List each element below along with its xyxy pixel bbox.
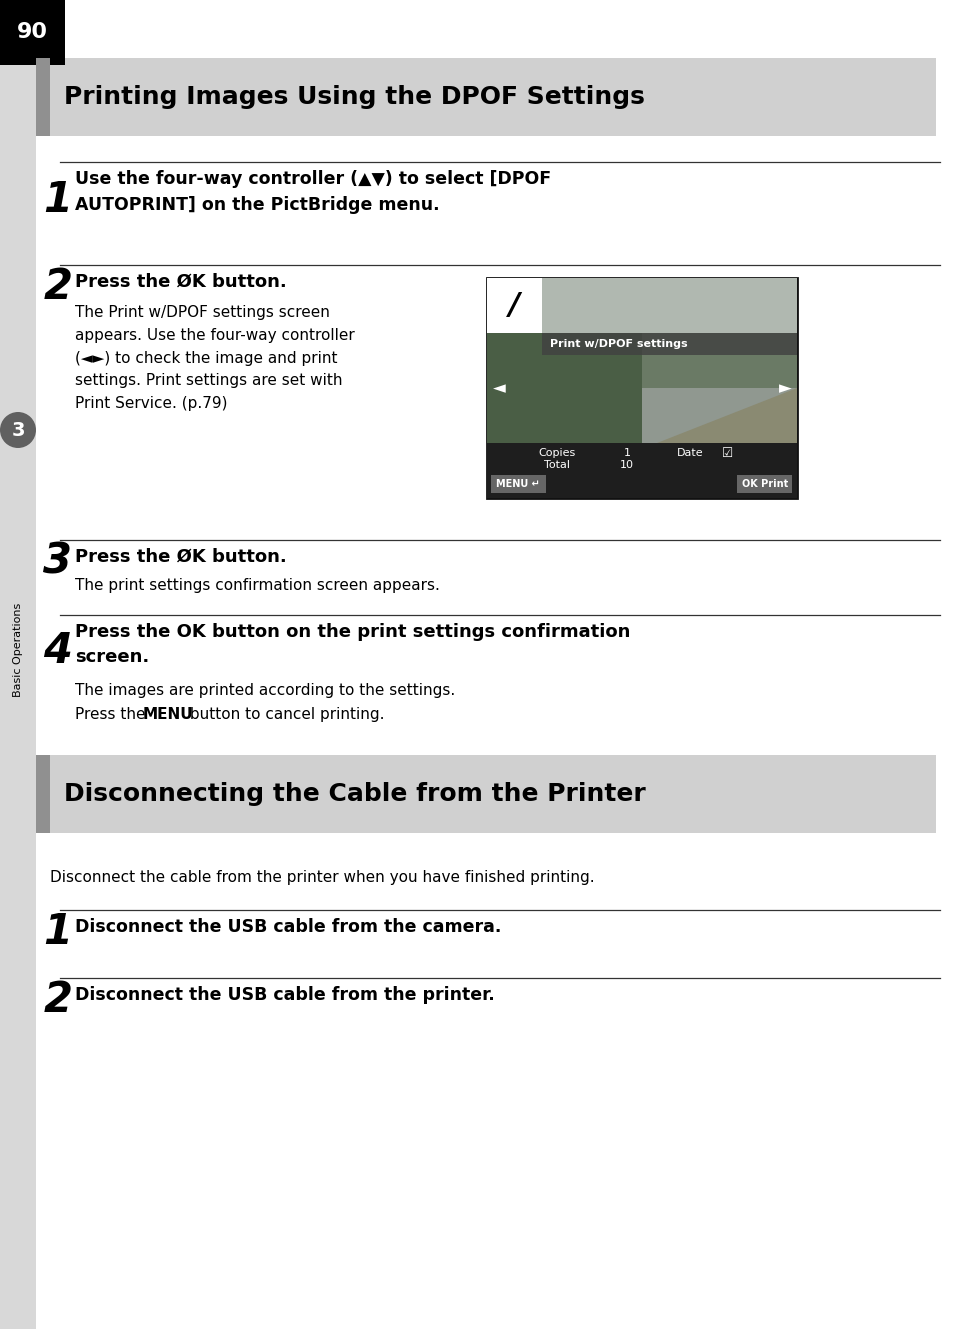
Text: 1: 1 (623, 448, 630, 459)
Text: button to cancel printing.: button to cancel printing. (185, 707, 384, 722)
Bar (541, 334, 796, 355)
Text: Disconnect the cable from the printer when you have finished printing.: Disconnect the cable from the printer wh… (50, 870, 594, 885)
Text: Disconnect the USB cable from the printer.: Disconnect the USB cable from the printe… (75, 986, 495, 1003)
Bar (486, 334, 641, 443)
Text: Disconnecting the Cable from the Printer: Disconnecting the Cable from the Printer (64, 781, 645, 805)
Text: 4: 4 (44, 630, 72, 672)
Text: 1: 1 (44, 910, 72, 953)
Text: 3: 3 (44, 541, 72, 583)
Text: ►: ► (778, 379, 791, 397)
Text: /: / (508, 291, 519, 320)
Text: Press the: Press the (75, 707, 151, 722)
Text: Total: Total (543, 460, 569, 470)
Text: Print w/DPOF settings: Print w/DPOF settings (550, 339, 687, 350)
Bar (486, 334, 796, 443)
Text: 1: 1 (44, 179, 72, 221)
Text: Printing Images Using the DPOF Settings: Printing Images Using the DPOF Settings (64, 85, 644, 109)
Bar (0, 0, 65, 65)
Text: 10: 10 (619, 460, 634, 470)
Text: 2: 2 (44, 979, 72, 1021)
Text: ☑: ☑ (721, 447, 733, 460)
Bar (486, 473, 796, 498)
Text: 90: 90 (17, 23, 48, 43)
Text: Basic Operations: Basic Operations (13, 603, 23, 698)
Bar (491, 474, 545, 493)
Text: Press the OK button on the print settings confirmation
screen.: Press the OK button on the print setting… (75, 623, 630, 666)
Bar (737, 474, 791, 493)
Text: 2: 2 (44, 266, 72, 308)
Polygon shape (626, 388, 796, 443)
Text: The images are printed according to the settings.: The images are printed according to the … (75, 683, 455, 698)
Text: Use the four-way controller (▲▼) to select [DPOF
AUTOPRINT] on the PictBridge me: Use the four-way controller (▲▼) to sele… (75, 170, 551, 214)
Text: MENU ↵: MENU ↵ (496, 478, 539, 489)
Bar (36, 58, 935, 136)
Text: 3: 3 (11, 420, 25, 440)
Text: ◄: ◄ (492, 379, 505, 397)
Text: Date: Date (677, 448, 703, 459)
Text: OK Print: OK Print (741, 478, 787, 489)
Text: The Print w/DPOF settings screen
appears. Use the four-way controller
(◄►) to ch: The Print w/DPOF settings screen appears… (75, 304, 355, 411)
Text: Copies: Copies (537, 448, 575, 459)
Bar (36, 755, 50, 833)
Bar (36, 58, 50, 136)
Text: Disconnect the USB cable from the camera.: Disconnect the USB cable from the camera… (75, 918, 501, 936)
Bar (0, 0, 36, 1329)
Text: Press the ØK button.: Press the ØK button. (75, 548, 287, 566)
Bar (486, 278, 541, 334)
Text: MENU: MENU (143, 707, 193, 722)
Bar (486, 443, 796, 473)
Circle shape (0, 412, 36, 448)
Bar (36, 755, 935, 833)
Text: Press the ØK button.: Press the ØK button. (75, 272, 287, 291)
Bar (486, 278, 796, 498)
Text: The print settings confirmation screen appears.: The print settings confirmation screen a… (75, 578, 439, 593)
Bar (541, 278, 796, 334)
Bar (486, 388, 796, 443)
